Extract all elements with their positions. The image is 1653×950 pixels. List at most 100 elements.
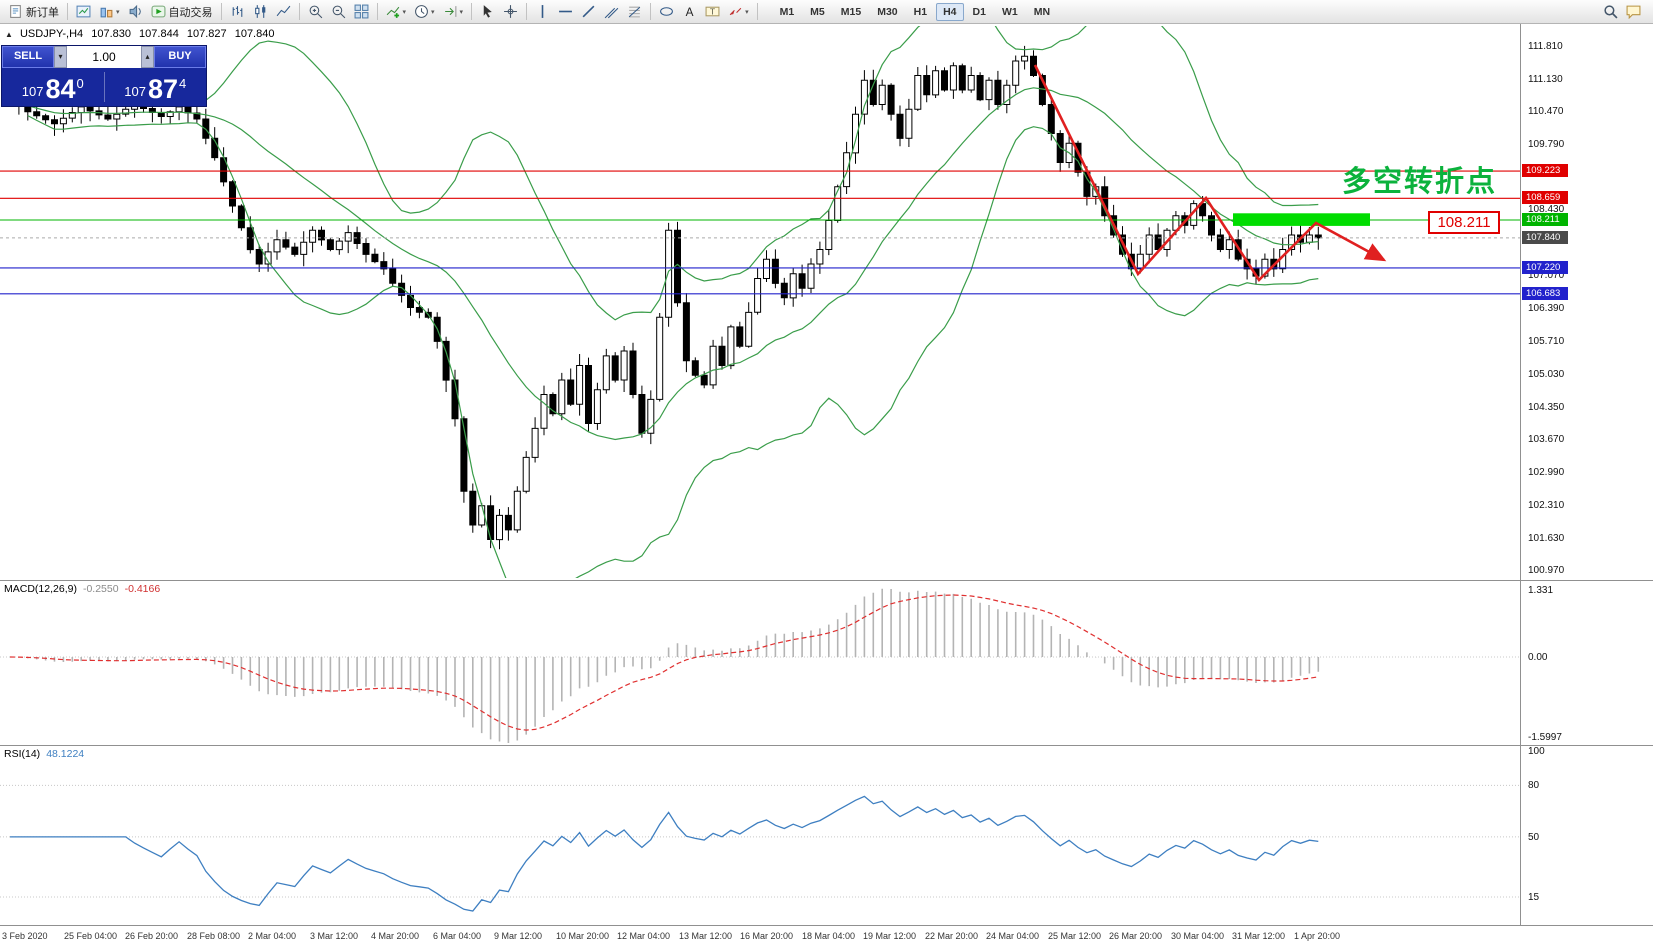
toolbar-separator: [220, 3, 222, 20]
periods-button[interactable]: ▾: [410, 2, 439, 22]
line-chart-icon: [276, 4, 291, 19]
zoom-out-button[interactable]: [327, 2, 350, 22]
ohlc-open: 107.830: [91, 28, 131, 40]
timeframe-d1-button[interactable]: D1: [972, 5, 986, 18]
sell-price: 107 84 0: [21, 74, 84, 104]
time-axis-label: 18 Mar 04:00: [802, 931, 856, 941]
candlestick-chart-button[interactable]: [249, 2, 272, 22]
price-scale-tick: 105.710: [1528, 336, 1565, 347]
timeframe-h1-button[interactable]: H1: [913, 5, 928, 18]
ellipse-button[interactable]: [655, 2, 678, 22]
horizontal-level-lines[interactable]: [0, 170, 1520, 295]
timeframe-m5-button[interactable]: M5: [810, 5, 825, 18]
time-axis-label: 16 Mar 20:00: [740, 931, 794, 941]
price-scale-tick: 111.810: [1528, 41, 1563, 52]
tile-windows-icon: [354, 4, 369, 19]
volume-input[interactable]: [67, 46, 141, 68]
time-axis-label: 22 Mar 20:00: [925, 931, 979, 941]
price-scale-tick: 103.670: [1528, 434, 1565, 445]
periods-clock-icon: [414, 4, 429, 19]
price-scale-tick: 101.630: [1528, 533, 1565, 544]
rsi-label: RSI(14) 48.1224: [4, 748, 84, 760]
bar-chart-button[interactable]: [226, 2, 249, 22]
crosshair-button[interactable]: [499, 2, 522, 22]
volume-decrease-button[interactable]: ▾: [54, 46, 67, 68]
indicators-button[interactable]: ▾: [382, 2, 411, 22]
macd-label: MACD(12,26,9) -0.2550 -0.4166: [4, 583, 160, 595]
cursor-button[interactable]: [476, 2, 499, 22]
price-level-tag: 106.683: [1522, 287, 1568, 300]
rsi-scale-label: 15: [1528, 892, 1540, 903]
rsi-scale-label: 50: [1528, 832, 1540, 843]
chart-ohlc-info: ▲ USDJPY-,H4 107.830 107.844 107.827 107…: [5, 28, 279, 40]
channel-button[interactable]: [600, 2, 623, 22]
price-scale-tick: 100.970: [1528, 565, 1565, 576]
profiles-button[interactable]: ▾: [95, 2, 124, 22]
sell-button[interactable]: SELL: [2, 46, 54, 68]
rsi-value: 48.1224: [46, 748, 85, 760]
timeframe-h4-button[interactable]: H4: [936, 2, 964, 21]
text-label-button[interactable]: T: [701, 2, 724, 22]
equidistant-channel-icon: [604, 4, 619, 19]
panel-separator[interactable]: [0, 580, 1653, 581]
chart-window-icon: [76, 4, 91, 19]
timeframe-m1-button[interactable]: M1: [779, 5, 795, 18]
buy-button[interactable]: BUY: [154, 46, 206, 68]
time-axis-label: 30 Mar 04:00: [1171, 931, 1225, 941]
horizontal-line-button[interactable]: [554, 2, 577, 22]
cursor-arrow-icon: [480, 4, 495, 19]
time-axis[interactable]: 3 Feb 2020 25 Feb 04:00 26 Feb 20:00 28 Feb…: [0, 925, 1653, 950]
macd-histogram: [18, 588, 1320, 743]
arrows-button[interactable]: ▾: [724, 2, 753, 22]
time-axis-label: 9 Mar 12:00: [494, 931, 543, 941]
timeframe-w1-button[interactable]: W1: [1001, 5, 1018, 18]
price-scale-tick: 108.430: [1528, 204, 1565, 215]
buy-price: 107 87 4: [124, 74, 187, 104]
vertical-line-icon: [535, 4, 550, 19]
zoom-in-icon: [308, 4, 323, 19]
price-level-label[interactable]: 108.211: [1428, 211, 1500, 234]
price-scale[interactable]: 111.810 111.130 110.470 109.790 108.430 107.0…: [1520, 24, 1653, 925]
line-chart-button[interactable]: [272, 2, 295, 22]
new-order-button[interactable]: 新订单: [4, 2, 63, 22]
timeframe-mn-button[interactable]: MN: [1033, 5, 1051, 18]
charts-button[interactable]: [72, 2, 95, 22]
toolbar-right-group: [1599, 2, 1645, 22]
chart-annotations[interactable]: [1033, 64, 1387, 283]
green-zone-rect[interactable]: [1233, 213, 1370, 226]
price-scale-tick: 102.990: [1528, 467, 1565, 478]
arrows-icon: [728, 4, 743, 19]
autotrading-button[interactable]: 自动交易: [147, 2, 217, 22]
turning-point-annotation[interactable]: 多空转折点: [1342, 166, 1498, 198]
toolbar-button-label: 自动交易: [168, 6, 213, 19]
chart-shift-button[interactable]: ▾: [439, 2, 468, 22]
volume-increase-button[interactable]: ▴: [141, 46, 154, 68]
fibonacci-button[interactable]: [623, 2, 646, 22]
toolbar-separator: [298, 3, 300, 20]
tile-windows-button[interactable]: [350, 2, 373, 22]
one-click-collapse-icon[interactable]: ▲: [5, 30, 13, 39]
timeframe-m15-button[interactable]: M15: [840, 5, 862, 18]
chat-button[interactable]: [1622, 2, 1645, 22]
chevron-down-icon: ▾: [402, 8, 407, 16]
zoom-in-button[interactable]: [304, 2, 327, 22]
chart-canvas[interactable]: [0, 0, 1520, 950]
text-button[interactable]: A: [678, 2, 701, 22]
search-button[interactable]: [1599, 2, 1622, 22]
price-scale-tick: 106.390: [1528, 303, 1565, 314]
candlestick-series[interactable]: [6, 0, 1322, 600]
price-level-tag: 107.220: [1522, 261, 1568, 274]
panel-separator[interactable]: [0, 745, 1653, 746]
vertical-line-button[interactable]: [531, 2, 554, 22]
autotrading-play-icon: [151, 4, 166, 19]
macd-scale-label: 1.331: [1528, 585, 1554, 596]
data-window-icon: [128, 4, 143, 19]
time-axis-label: 25 Feb 04:00: [64, 931, 118, 941]
indicators-add-icon: [386, 4, 401, 19]
data-window-button[interactable]: [124, 2, 147, 22]
timeframe-m30-button[interactable]: M30: [877, 5, 898, 18]
red-trend-path[interactable]: [1033, 64, 1387, 283]
time-axis-label: 1 Apr 20:00: [1294, 931, 1341, 941]
toolbar: 新订单 ▾ 自动交易 ▾ ▾ ▾ A T ▾ M1 M5 M15 M30 H1 H4 D1 W1 MN: [0, 0, 1653, 24]
trendline-button[interactable]: [577, 2, 600, 22]
